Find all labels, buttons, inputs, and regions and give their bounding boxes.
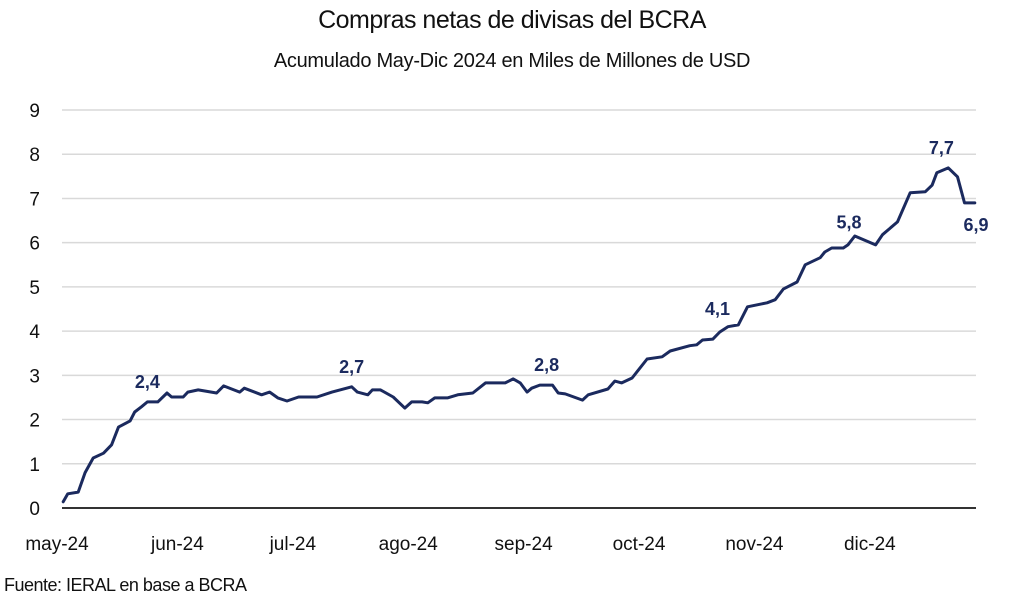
y-tick-label: 9 (29, 101, 40, 122)
data-label: 2,7 (339, 357, 364, 377)
chart-subtitle: Acumulado May-Dic 2024 en Miles de Millo… (273, 50, 751, 72)
x-tick-label: nov-24 (725, 534, 784, 555)
x-tick-label: jun-24 (150, 534, 204, 555)
x-tick-label: jul-24 (269, 534, 317, 555)
data-label: 2,4 (135, 372, 160, 392)
series-line (61, 166, 977, 504)
y-tick-label: 5 (29, 278, 40, 299)
y-tick-label: 0 (29, 499, 40, 520)
data-label: 4,1 (705, 299, 730, 319)
data-label: 7,7 (929, 138, 954, 158)
data-label: 6,9 (963, 215, 988, 235)
source-note: Fuente: IERAL en base a BCRA (4, 575, 247, 595)
data-label: 2,8 (534, 355, 559, 375)
y-tick-label: 3 (29, 366, 40, 387)
y-tick-label: 1 (29, 455, 40, 476)
x-tick-label: oct-24 (613, 534, 666, 555)
data-label: 5,8 (837, 213, 862, 233)
y-tick-label: 6 (29, 234, 40, 255)
x-tick-label: dic-24 (844, 534, 896, 555)
y-tick-label: 8 (29, 145, 40, 166)
x-tick-label: may-24 (25, 534, 89, 555)
y-tick-label: 4 (29, 322, 40, 343)
x-tick-label: sep-24 (495, 534, 554, 555)
chart-title: Compras netas de divisas del BCRA (318, 6, 706, 34)
y-tick-label: 7 (29, 189, 40, 210)
y-tick-label: 2 (29, 411, 40, 432)
x-tick-label: ago-24 (379, 534, 439, 555)
